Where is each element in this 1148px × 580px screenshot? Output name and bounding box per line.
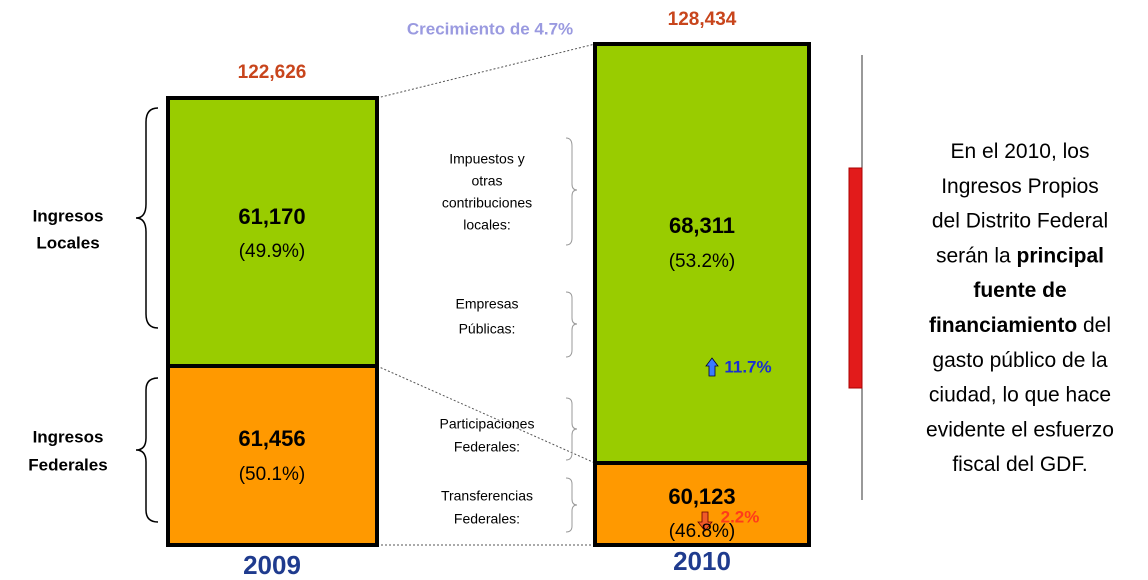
- total-label: 128,434: [668, 9, 737, 30]
- small-braces: [565, 137, 578, 533]
- segment-federal-2010: [593, 461, 811, 547]
- change-label: 2.2%: [721, 507, 760, 526]
- note-run: gasto público de la: [932, 348, 1107, 371]
- brace: [565, 137, 578, 246]
- source-label: Públicas:: [459, 321, 516, 337]
- source-label: contribuciones: [442, 195, 532, 211]
- note-run: del Distrito Federal: [932, 209, 1108, 232]
- note-run: En el 2010, los: [951, 140, 1090, 163]
- note-line: serán la principal: [936, 244, 1104, 267]
- note-line: Ingresos Propios: [941, 174, 1099, 197]
- note-run: fiscal del GDF.: [952, 453, 1087, 476]
- brace: [565, 291, 578, 358]
- segment-share: (50.1%): [239, 464, 306, 485]
- source-label: Empresas: [455, 296, 518, 312]
- note-line: financiamiento del: [929, 314, 1111, 337]
- source-label: Participaciones: [440, 416, 535, 432]
- source-label: otras: [471, 173, 502, 189]
- segment-local-2009: [166, 96, 379, 368]
- change-label: 11.7%: [724, 357, 771, 376]
- note-run: ciudad, lo que hace: [929, 383, 1111, 406]
- note-line: fiscal del GDF.: [952, 453, 1087, 476]
- connector: [376, 43, 596, 99]
- segment-federal-2009: [166, 364, 379, 547]
- note-run: serán la: [936, 244, 1017, 267]
- source-label: Federales:: [454, 439, 520, 455]
- source-label: locales:: [463, 217, 510, 233]
- note-run: del: [1077, 314, 1111, 337]
- note-line: gasto público de la: [932, 348, 1107, 371]
- up-arrow: [705, 357, 719, 377]
- brace: [565, 477, 578, 533]
- note-line: del Distrito Federal: [932, 209, 1108, 232]
- note-run: financiamiento: [929, 314, 1077, 337]
- segment-value: 68,311: [669, 213, 735, 238]
- note-line: evidente el esfuerzo: [926, 418, 1114, 441]
- segment-share: (53.2%): [669, 251, 736, 272]
- growth-label: Crecimiento de 4.7%: [407, 19, 573, 38]
- note-run: principal: [1017, 244, 1105, 267]
- note-line: fuente de: [973, 279, 1066, 302]
- note-line: En el 2010, los: [951, 140, 1090, 163]
- highlight-marker: [848, 167, 863, 389]
- total-label: 122,626: [238, 62, 307, 83]
- group-label: Ingresos: [33, 427, 104, 446]
- segment-share: (46.8%): [669, 521, 736, 542]
- segment-value: 61,456: [238, 426, 305, 451]
- segment-value: 60,123: [668, 484, 735, 509]
- note-run: evidente el esfuerzo: [926, 418, 1114, 441]
- group-label: Locales: [36, 233, 99, 252]
- segment-share: (49.9%): [239, 241, 306, 262]
- year-label: 2010: [673, 546, 731, 576]
- brace: [135, 107, 159, 329]
- source-label: Federales:: [454, 511, 520, 527]
- note-run: fuente de: [973, 279, 1066, 302]
- note-line: ciudad, lo que hace: [929, 383, 1111, 406]
- group-label: Ingresos: [33, 206, 104, 225]
- group-label: Federales: [28, 455, 107, 474]
- brace: [135, 377, 159, 523]
- note-run: Ingresos Propios: [941, 174, 1099, 197]
- connectors: [376, 43, 596, 546]
- segment-value: 61,170: [238, 204, 305, 229]
- source-label: Transferencias: [441, 488, 533, 504]
- year-label: 2009: [243, 550, 301, 580]
- brace: [565, 397, 578, 461]
- big-braces: [135, 107, 159, 523]
- source-label: Impuestos y: [449, 151, 524, 167]
- down-arrow: [697, 511, 713, 532]
